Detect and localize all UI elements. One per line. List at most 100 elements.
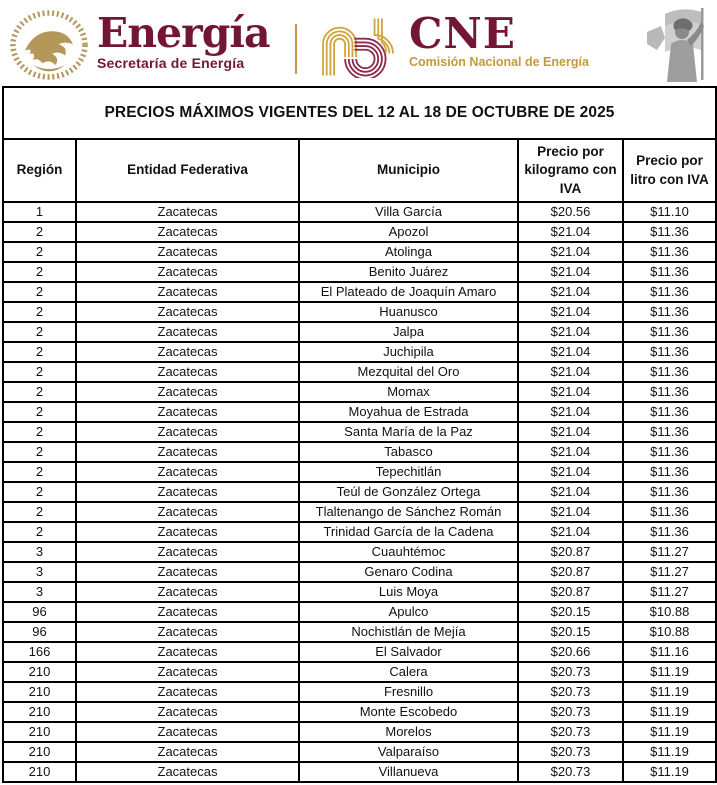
region-cell: 3 — [2, 561, 77, 583]
precio-kilogramo-cell: $21.04 — [517, 441, 624, 463]
municipio-cell: Mezquital del Oro — [298, 361, 519, 383]
entidad-federativa-cell: Zacatecas — [75, 361, 300, 383]
region-cell: 2 — [2, 341, 77, 363]
region-cell: 210 — [2, 741, 77, 763]
precio-kilogramo-cell: $21.04 — [517, 521, 624, 543]
table-row: 2 Zacatecas Teúl de González Ortega $21.04 $… — [2, 481, 717, 503]
precio-litro-cell: $11.36 — [622, 501, 717, 523]
entidad-federativa-cell: Zacatecas — [75, 421, 300, 443]
precio-kilogramo-cell: $20.73 — [517, 661, 624, 683]
municipio-cell: Calera — [298, 661, 519, 683]
table-row: 3 Zacatecas Cuauhtémoc $20.87 $11.27 — [2, 541, 717, 563]
precio-litro-cell: $10.88 — [622, 601, 717, 623]
precio-litro-cell: $11.36 — [622, 441, 717, 463]
table-row: 96 Zacatecas Nochistlán de Mejía $20.15 $10.… — [2, 621, 717, 643]
table-row: 96 Zacatecas Apulco $20.15 $10.88 — [2, 601, 717, 623]
entidad-federativa-cell: Zacatecas — [75, 521, 300, 543]
energia-subtitle: Secretaría de Energía — [97, 55, 245, 71]
precio-kilogramo-cell: $21.04 — [517, 361, 624, 383]
precio-litro-cell: $11.36 — [622, 401, 717, 423]
table-row: 166 Zacatecas El Salvador $20.66 $11.16 — [2, 641, 717, 663]
precio-kilogramo-cell: $20.15 — [517, 601, 624, 623]
precio-litro-cell: $11.36 — [622, 221, 717, 243]
entidad-federativa-cell: Zacatecas — [75, 241, 300, 263]
region-cell: 2 — [2, 501, 77, 523]
entidad-federativa-cell: Zacatecas — [75, 221, 300, 243]
municipio-cell: Monte Escobedo — [298, 701, 519, 723]
entidad-federativa-cell: Zacatecas — [75, 681, 300, 703]
region-cell: 2 — [2, 241, 77, 263]
entidad-federativa-cell: Zacatecas — [75, 701, 300, 723]
gold-divider-line — [295, 24, 297, 74]
municipio-cell: El Salvador — [298, 641, 519, 663]
municipio-cell: Santa María de la Paz — [298, 421, 519, 443]
precio-litro-cell: $11.19 — [622, 661, 717, 683]
municipio-cell: Jalpa — [298, 321, 519, 343]
table-row: 2 Zacatecas Mezquital del Oro $21.04 $11.36 — [2, 361, 717, 383]
municipio-cell: Trinidad García de la Cadena — [298, 521, 519, 543]
municipio-cell: Fresnillo — [298, 681, 519, 703]
entidad-federativa-cell: Zacatecas — [75, 301, 300, 323]
precio-litro-cell: $11.16 — [622, 641, 717, 663]
energia-wordmark: Energía Secretaría de Energía — [97, 9, 271, 71]
municipio-cell: Nochistlán de Mejía — [298, 621, 519, 643]
energia-title: Energía — [97, 9, 271, 57]
cne-subtitle: Comisión Nacional de Energía — [409, 55, 589, 69]
region-cell: 166 — [2, 641, 77, 663]
table-row: 2 Zacatecas Apozol $21.04 $11.36 — [2, 221, 717, 243]
municipio-cell: Huanusco — [298, 301, 519, 323]
table-row: 2 Zacatecas Momax $21.04 $11.36 — [2, 381, 717, 403]
table-row: 2 Zacatecas Santa María de la Paz $21.04 $11… — [2, 421, 717, 443]
cne-logo-icon — [322, 18, 394, 78]
precio-litro-cell: $11.36 — [622, 481, 717, 503]
table-row: 210 Zacatecas Villanueva $20.73 $11.19 — [2, 761, 717, 783]
precio-kilogramo-cell: $20.56 — [517, 201, 624, 223]
precio-litro-cell: $11.27 — [622, 581, 717, 603]
municipio-cell: Villanueva — [298, 761, 519, 783]
table-row: 2 Zacatecas Tepechitlán $21.04 $11.36 — [2, 461, 717, 483]
precio-kilogramo-cell: $21.04 — [517, 421, 624, 443]
price-table: PRECIOS MÁXIMOS VIGENTES DEL 12 AL 18 DE… — [2, 86, 717, 783]
entidad-federativa-cell: Zacatecas — [75, 601, 300, 623]
municipio-cell: Momax — [298, 381, 519, 403]
table-row: 1 Zacatecas Villa García $20.56 $11.10 — [2, 201, 717, 223]
municipio-cell: Atolinga — [298, 241, 519, 263]
entidad-federativa-cell: Zacatecas — [75, 501, 300, 523]
precio-litro-cell: $11.36 — [622, 381, 717, 403]
precio-litro-cell: $11.36 — [622, 361, 717, 383]
entidad-federativa-cell: Zacatecas — [75, 661, 300, 683]
region-cell: 210 — [2, 761, 77, 783]
entidad-federativa-cell: Zacatecas — [75, 581, 300, 603]
precio-kilogramo-cell: $21.04 — [517, 261, 624, 283]
precio-litro-cell: $11.19 — [622, 701, 717, 723]
price-table-body: 1 Zacatecas Villa García $20.56 $11.10 2 Zacat… — [2, 201, 717, 783]
table-row: 2 Zacatecas Jalpa $21.04 $11.36 — [2, 321, 717, 343]
precio-litro-cell: $11.19 — [622, 741, 717, 763]
table-row: 2 Zacatecas Benito Juárez $21.04 $11.36 — [2, 261, 717, 283]
municipio-cell: Apozol — [298, 221, 519, 243]
region-cell: 2 — [2, 281, 77, 303]
entidad-federativa-cell: Zacatecas — [75, 461, 300, 483]
region-cell: 2 — [2, 301, 77, 323]
brand-header: Energía Secretaría de Energía — [0, 0, 717, 86]
precio-kilogramo-cell: $20.15 — [517, 621, 624, 643]
precio-litro-cell: $11.36 — [622, 341, 717, 363]
precio-kilogramo-cell: $20.73 — [517, 701, 624, 723]
region-cell: 2 — [2, 461, 77, 483]
precio-kilogramo-cell: $21.04 — [517, 221, 624, 243]
municipio-cell: Villa García — [298, 201, 519, 223]
municipio-cell: Morelos — [298, 721, 519, 743]
precio-litro-cell: $11.10 — [622, 201, 717, 223]
precio-litro-cell: $11.19 — [622, 761, 717, 783]
precio-kilogramo-cell: $20.73 — [517, 761, 624, 783]
region-cell: 210 — [2, 681, 77, 703]
precio-litro-cell: $11.19 — [622, 721, 717, 743]
region-cell: 2 — [2, 221, 77, 243]
precio-kilogramo-cell: $20.73 — [517, 741, 624, 763]
table-row: 2 Zacatecas Tabasco $21.04 $11.36 — [2, 441, 717, 463]
region-cell: 2 — [2, 261, 77, 283]
precio-kilogramo-cell: $20.73 — [517, 721, 624, 743]
precio-litro-cell: $11.36 — [622, 521, 717, 543]
region-cell: 2 — [2, 421, 77, 443]
